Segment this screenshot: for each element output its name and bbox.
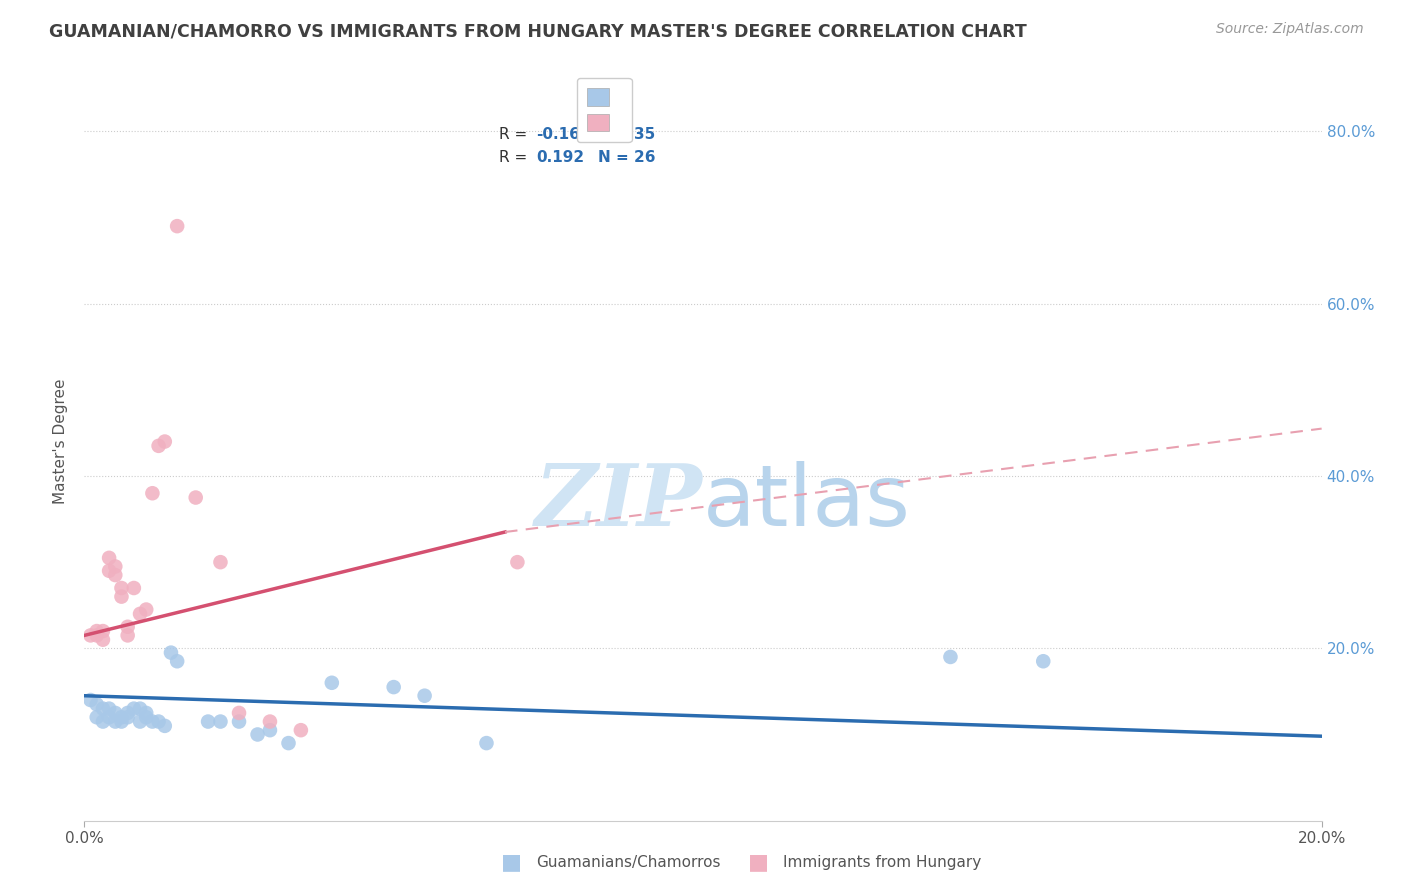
Point — [104, 568, 127, 582]
Point — [110, 581, 132, 595]
Point — [122, 581, 145, 595]
Point — [98, 564, 121, 578]
Point — [117, 620, 139, 634]
Point — [135, 602, 157, 616]
Text: N = 35: N = 35 — [598, 127, 655, 142]
Point — [79, 693, 101, 707]
Text: Immigrants from Hungary: Immigrants from Hungary — [783, 855, 981, 870]
Text: ZIP: ZIP — [536, 460, 703, 544]
Point — [939, 649, 962, 664]
Text: R =: R = — [499, 150, 537, 165]
Point — [321, 675, 343, 690]
Point — [86, 628, 108, 642]
Point — [91, 624, 114, 639]
Text: GUAMANIAN/CHAMORRO VS IMMIGRANTS FROM HUNGARY MASTER'S DEGREE CORRELATION CHART: GUAMANIAN/CHAMORRO VS IMMIGRANTS FROM HU… — [49, 22, 1026, 40]
Text: R =: R = — [499, 127, 531, 142]
Legend: , : , — [576, 78, 631, 142]
Text: ■: ■ — [501, 853, 522, 872]
Point — [290, 723, 312, 738]
Point — [117, 706, 139, 720]
Point — [104, 706, 127, 720]
Y-axis label: Master's Degree: Master's Degree — [53, 379, 69, 504]
Point — [382, 680, 405, 694]
Point — [166, 219, 188, 234]
Point — [153, 434, 176, 449]
Point — [197, 714, 219, 729]
Point — [91, 632, 114, 647]
Point — [148, 439, 170, 453]
Point — [135, 710, 157, 724]
Point — [1032, 654, 1054, 668]
Point — [141, 486, 163, 500]
Point — [475, 736, 498, 750]
Point — [98, 701, 121, 715]
Point — [86, 710, 108, 724]
Point — [86, 624, 108, 639]
Point — [277, 736, 299, 750]
Point — [110, 590, 132, 604]
Point — [79, 628, 101, 642]
Point — [246, 727, 269, 741]
Text: N = 26: N = 26 — [598, 150, 655, 165]
Point — [117, 628, 139, 642]
Point — [129, 714, 152, 729]
Point — [166, 654, 188, 668]
Point — [110, 714, 132, 729]
Point — [160, 646, 183, 660]
Point — [91, 701, 114, 715]
Point — [122, 701, 145, 715]
Point — [110, 710, 132, 724]
Text: Guamanians/Chamorros: Guamanians/Chamorros — [536, 855, 720, 870]
Text: 0.192: 0.192 — [536, 150, 583, 165]
Point — [209, 555, 232, 569]
Point — [135, 706, 157, 720]
Point — [117, 710, 139, 724]
Point — [259, 723, 281, 738]
Text: Source: ZipAtlas.com: Source: ZipAtlas.com — [1216, 22, 1364, 37]
Point — [153, 719, 176, 733]
Point — [209, 714, 232, 729]
Point — [228, 714, 250, 729]
Point — [104, 714, 127, 729]
Point — [141, 714, 163, 729]
Point — [98, 550, 121, 565]
Point — [91, 714, 114, 729]
Point — [104, 559, 127, 574]
Point — [86, 698, 108, 712]
Point — [184, 491, 207, 505]
Text: ■: ■ — [748, 853, 769, 872]
Point — [413, 689, 436, 703]
Point — [148, 714, 170, 729]
Point — [228, 706, 250, 720]
Text: atlas: atlas — [703, 460, 911, 544]
Point — [129, 701, 152, 715]
Point — [98, 710, 121, 724]
Point — [129, 607, 152, 621]
Text: -0.168: -0.168 — [536, 127, 591, 142]
Point — [259, 714, 281, 729]
Point — [506, 555, 529, 569]
